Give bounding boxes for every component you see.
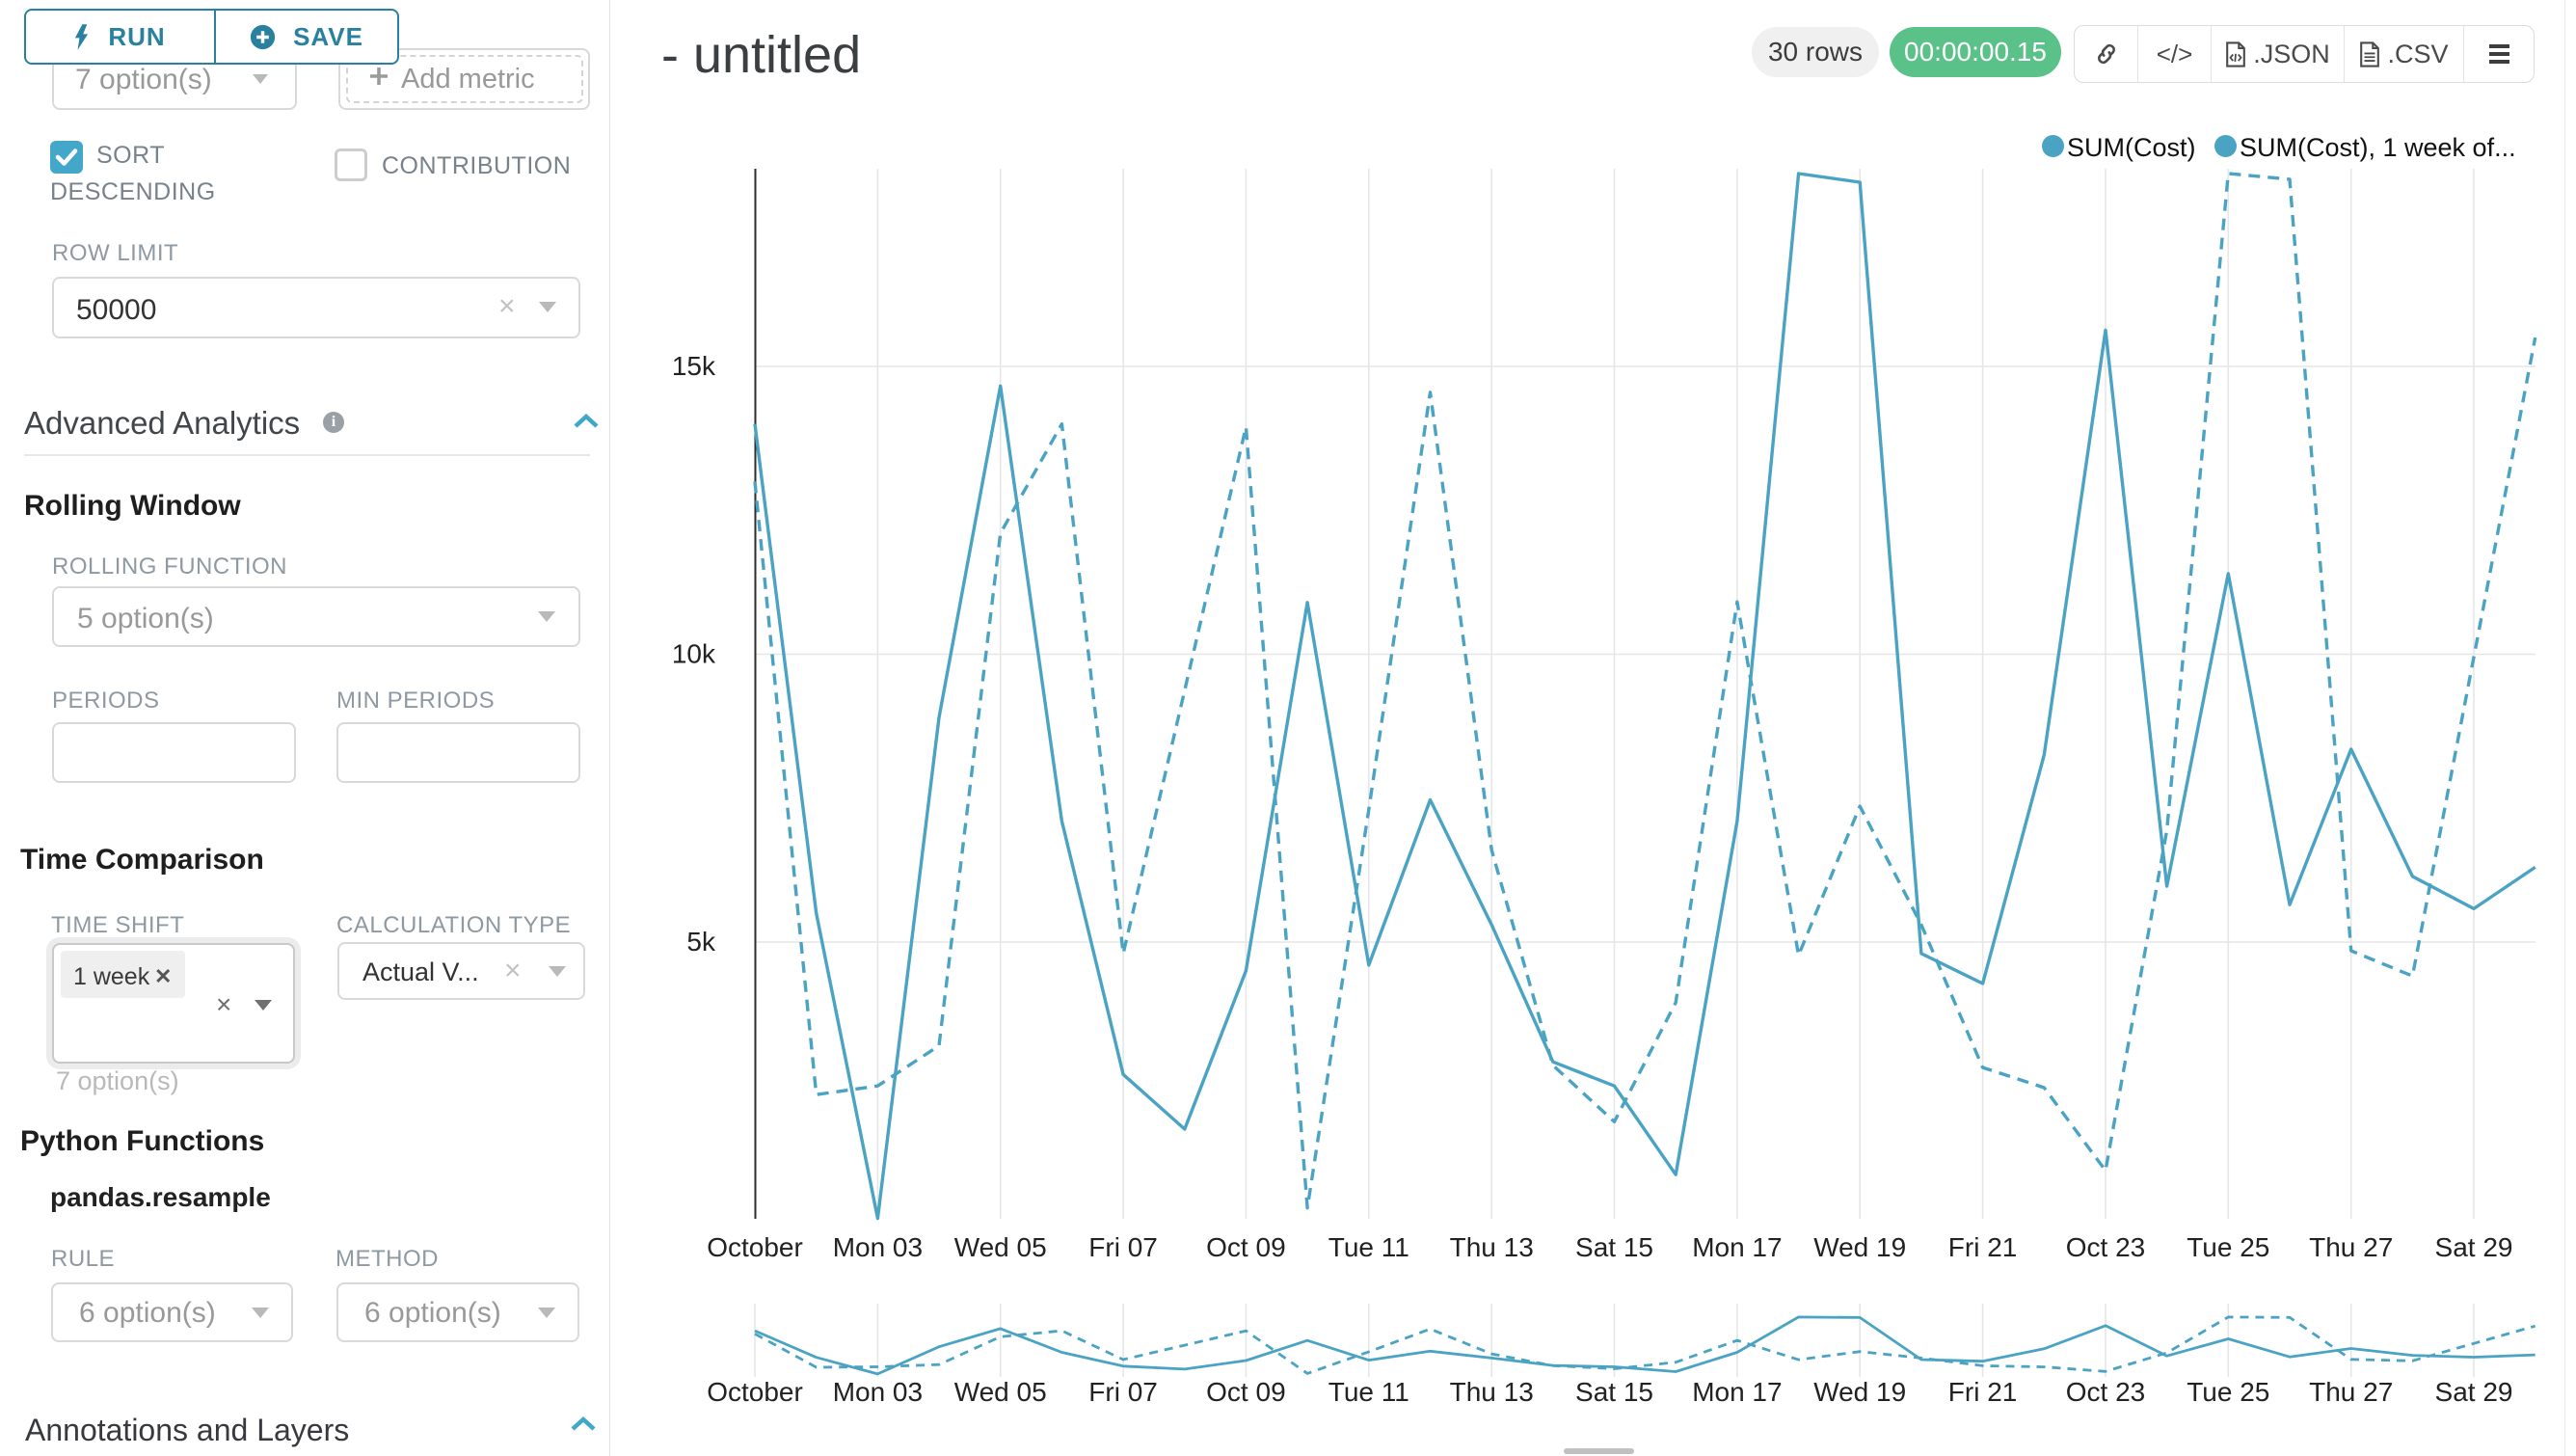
svg-text:Sat 29: Sat 29 xyxy=(2435,1232,2513,1262)
svg-text:Fri 07: Fri 07 xyxy=(1088,1232,1158,1262)
svg-text:Sat 15: Sat 15 xyxy=(1575,1232,1653,1262)
svg-text:Mon 03: Mon 03 xyxy=(833,1377,923,1407)
svg-text:Mon 17: Mon 17 xyxy=(1692,1232,1782,1262)
svg-text:15k: 15k xyxy=(672,351,716,381)
svg-text:Sat 29: Sat 29 xyxy=(2435,1377,2513,1407)
svg-text:Oct 23: Oct 23 xyxy=(2066,1232,2145,1262)
svg-text:October: October xyxy=(707,1232,803,1262)
svg-text:Thu 13: Thu 13 xyxy=(1450,1377,1534,1407)
svg-text:Wed 05: Wed 05 xyxy=(954,1377,1047,1407)
svg-text:Tue 25: Tue 25 xyxy=(2187,1232,2269,1262)
svg-text:Tue 25: Tue 25 xyxy=(2187,1377,2269,1407)
svg-text:Thu 13: Thu 13 xyxy=(1450,1232,1534,1262)
svg-text:5k: 5k xyxy=(686,927,716,957)
svg-text:Oct 09: Oct 09 xyxy=(1206,1377,1285,1407)
svg-text:Tue 11: Tue 11 xyxy=(1328,1232,1409,1262)
svg-text:Oct 09: Oct 09 xyxy=(1206,1232,1285,1262)
svg-text:Mon 03: Mon 03 xyxy=(833,1232,923,1262)
svg-text:Mon 17: Mon 17 xyxy=(1692,1377,1782,1407)
svg-text:Thu 27: Thu 27 xyxy=(2309,1232,2393,1262)
svg-text:Wed 19: Wed 19 xyxy=(1813,1377,1906,1407)
svg-text:Fri 07: Fri 07 xyxy=(1088,1377,1158,1407)
svg-text:Fri 21: Fri 21 xyxy=(1948,1232,2018,1262)
svg-text:10k: 10k xyxy=(672,639,716,669)
svg-text:Wed 19: Wed 19 xyxy=(1813,1232,1906,1262)
svg-text:Oct 23: Oct 23 xyxy=(2066,1377,2145,1407)
svg-text:Tue 11: Tue 11 xyxy=(1328,1377,1409,1407)
svg-text:Sat 15: Sat 15 xyxy=(1575,1377,1653,1407)
svg-text:Thu 27: Thu 27 xyxy=(2309,1377,2393,1407)
svg-text:Wed 05: Wed 05 xyxy=(954,1232,1047,1262)
svg-text:Fri 21: Fri 21 xyxy=(1948,1377,2018,1407)
svg-text:October: October xyxy=(707,1377,803,1407)
